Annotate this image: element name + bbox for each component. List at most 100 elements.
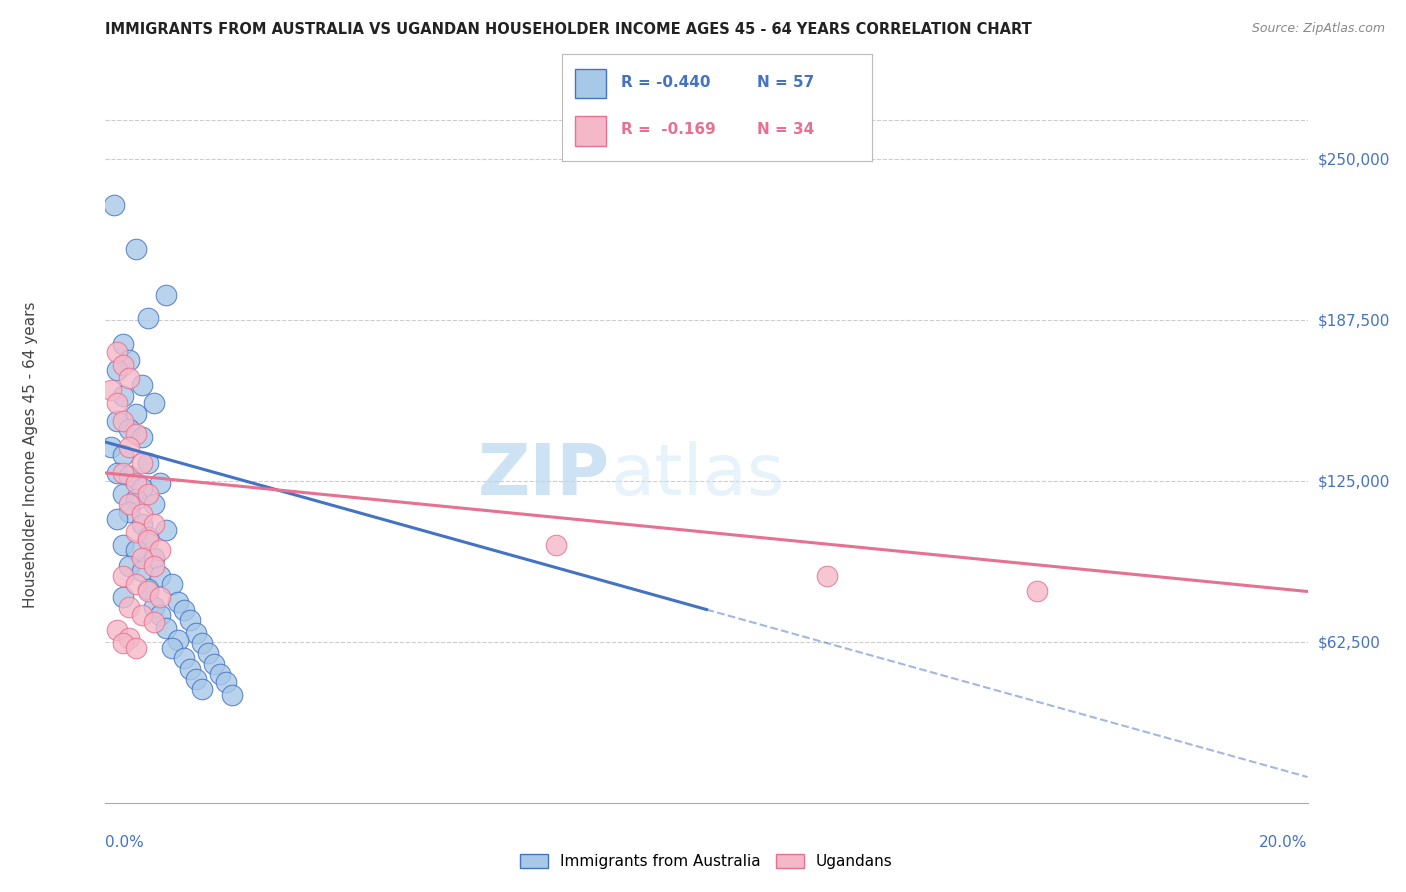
Point xyxy=(131,456,153,470)
Point xyxy=(142,551,165,566)
Point xyxy=(179,613,201,627)
Point xyxy=(136,533,159,547)
Point xyxy=(124,427,146,442)
Point xyxy=(107,414,129,428)
Point xyxy=(155,288,177,302)
Point xyxy=(815,569,838,583)
Text: N = 34: N = 34 xyxy=(758,122,814,137)
Point xyxy=(190,636,212,650)
Point xyxy=(107,363,129,377)
Point xyxy=(173,651,195,665)
Point xyxy=(136,311,159,326)
Point xyxy=(107,623,129,637)
Point xyxy=(136,486,159,500)
Point xyxy=(112,569,135,583)
Point xyxy=(112,448,135,462)
Point xyxy=(118,370,141,384)
Point xyxy=(166,633,188,648)
Point xyxy=(103,198,125,212)
Point xyxy=(202,657,225,671)
Text: Householder Income Ages 45 - 64 years: Householder Income Ages 45 - 64 years xyxy=(24,301,38,608)
Point xyxy=(107,512,129,526)
Point xyxy=(148,569,170,583)
Text: 20.0%: 20.0% xyxy=(1260,835,1308,849)
Point xyxy=(124,543,146,558)
Point xyxy=(131,430,153,444)
Point xyxy=(131,378,153,392)
Point xyxy=(124,491,146,506)
Point xyxy=(107,344,129,359)
Point xyxy=(142,615,165,630)
Point xyxy=(131,607,153,622)
Point xyxy=(118,352,141,367)
Text: R = -0.440: R = -0.440 xyxy=(621,75,710,90)
Point xyxy=(131,551,153,566)
Point xyxy=(118,422,141,436)
FancyBboxPatch shape xyxy=(575,69,606,98)
Point xyxy=(107,466,129,480)
Point xyxy=(131,564,153,578)
Text: atlas: atlas xyxy=(610,442,785,510)
Point xyxy=(118,440,141,454)
Point xyxy=(131,507,153,521)
Point xyxy=(148,543,170,558)
Point xyxy=(112,636,135,650)
Point xyxy=(184,625,207,640)
Point xyxy=(136,582,159,596)
Point xyxy=(112,337,135,351)
Point xyxy=(148,590,170,604)
Point xyxy=(124,242,146,256)
Point xyxy=(124,641,146,656)
Point xyxy=(136,584,159,599)
Text: IMMIGRANTS FROM AUSTRALIA VS UGANDAN HOUSEHOLDER INCOME AGES 45 - 64 YEARS CORRE: IMMIGRANTS FROM AUSTRALIA VS UGANDAN HOU… xyxy=(105,22,1032,37)
Point xyxy=(155,621,177,635)
Point xyxy=(131,517,153,532)
Point xyxy=(148,607,170,622)
Point xyxy=(160,576,183,591)
Text: N = 57: N = 57 xyxy=(758,75,814,90)
Point xyxy=(155,523,177,537)
Point xyxy=(546,538,568,552)
Point xyxy=(142,396,165,410)
Point xyxy=(124,407,146,421)
Legend: Immigrants from Australia, Ugandans: Immigrants from Australia, Ugandans xyxy=(515,848,898,875)
Point xyxy=(179,662,201,676)
Point xyxy=(112,590,135,604)
Text: ZIP: ZIP xyxy=(478,442,610,510)
Point xyxy=(142,497,165,511)
Point xyxy=(142,517,165,532)
Point xyxy=(136,456,159,470)
Point xyxy=(136,530,159,544)
Text: 0.0%: 0.0% xyxy=(105,835,145,849)
Point xyxy=(112,486,135,500)
Point xyxy=(221,688,243,702)
Point xyxy=(173,602,195,616)
Point xyxy=(190,682,212,697)
Point xyxy=(1026,584,1049,599)
Point xyxy=(142,599,165,614)
Point xyxy=(160,641,183,656)
FancyBboxPatch shape xyxy=(575,116,606,145)
Point xyxy=(112,538,135,552)
Text: Source: ZipAtlas.com: Source: ZipAtlas.com xyxy=(1251,22,1385,36)
Point xyxy=(112,358,135,372)
Point xyxy=(100,384,122,398)
Point xyxy=(184,672,207,686)
Point xyxy=(197,646,219,660)
Point xyxy=(112,414,135,428)
Point xyxy=(112,389,135,403)
Text: R =  -0.169: R = -0.169 xyxy=(621,122,716,137)
Point xyxy=(124,576,146,591)
Point xyxy=(100,440,122,454)
Point xyxy=(112,466,135,480)
Point xyxy=(118,468,141,483)
Point xyxy=(107,396,129,410)
Point xyxy=(118,497,141,511)
Point xyxy=(208,667,231,681)
Point xyxy=(118,599,141,614)
Point xyxy=(148,476,170,491)
Point xyxy=(131,482,153,496)
Point xyxy=(166,595,188,609)
Point xyxy=(124,525,146,540)
Point xyxy=(118,558,141,573)
